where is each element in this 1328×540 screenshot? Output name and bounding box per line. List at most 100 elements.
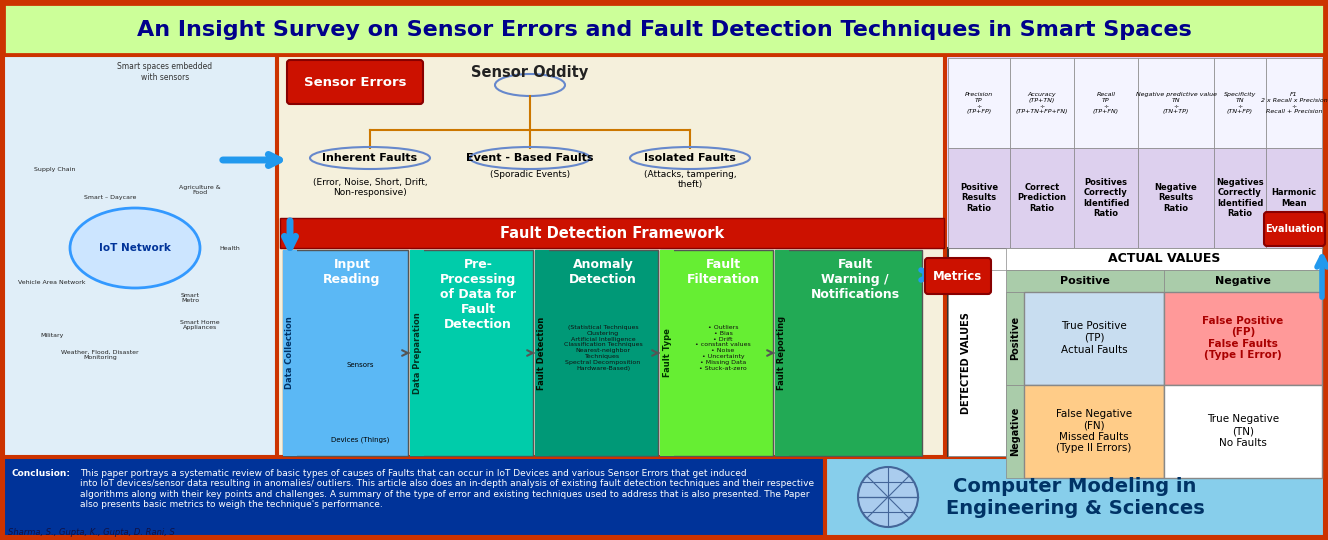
Text: Negative predictive value
TN
÷
(TN+TP): Negative predictive value TN ÷ (TN+TP) (1135, 92, 1216, 114)
Text: Harmonic
Mean: Harmonic Mean (1271, 188, 1316, 208)
FancyBboxPatch shape (287, 60, 424, 104)
Text: Data Preparation: Data Preparation (413, 312, 421, 394)
Text: Health: Health (219, 246, 240, 251)
Text: True Positive
(TP)
Actual Faults: True Positive (TP) Actual Faults (1061, 321, 1127, 355)
Text: Fault Type: Fault Type (663, 328, 672, 377)
Bar (776, 250, 922, 456)
FancyBboxPatch shape (926, 258, 991, 294)
Bar (1011, 148, 1074, 248)
Text: Fault
Warning /
Notifications: Fault Warning / Notifications (810, 258, 899, 301)
Bar (660, 250, 773, 456)
Text: False Negative
(FN)
Missed Faults
(Type II Errors): False Negative (FN) Missed Faults (Type … (1056, 409, 1131, 454)
Text: Positive: Positive (1011, 316, 1020, 360)
Bar (535, 250, 548, 456)
Text: IoT Network: IoT Network (100, 243, 171, 253)
Bar (1074, 148, 1138, 248)
Text: Positive: Positive (1060, 276, 1110, 286)
Bar (1011, 58, 1074, 148)
Text: Sensor Errors: Sensor Errors (304, 76, 406, 89)
Text: Smart spaces embedded
with sensors: Smart spaces embedded with sensors (117, 62, 212, 82)
Bar (283, 250, 297, 456)
Text: Pre-
Processing
of Data for
Fault
Detection: Pre- Processing of Data for Fault Detect… (440, 258, 517, 331)
Text: Devices (Things): Devices (Things) (331, 437, 389, 443)
Text: Metrics: Metrics (934, 269, 983, 282)
Text: F1
2 x Recall x Precision
÷
Recall + Precision: F1 2 x Recall x Precision ÷ Recall + Pre… (1260, 92, 1328, 114)
Text: Accuracy
(TP+TN)
÷
(TP+TN+FP+FN): Accuracy (TP+TN) ÷ (TP+TN+FP+FN) (1016, 92, 1068, 114)
Text: Sensor Oddity: Sensor Oddity (471, 65, 588, 80)
Text: (Error, Noise, Short, Drift,
Non-responsive): (Error, Noise, Short, Drift, Non-respons… (312, 178, 428, 198)
Bar (946, 56, 1324, 456)
Bar (1266, 58, 1321, 148)
Text: Fault
Filteration: Fault Filteration (687, 258, 760, 286)
Bar (535, 250, 657, 456)
Bar (1024, 385, 1165, 478)
Text: Fault Detection Framework: Fault Detection Framework (499, 226, 724, 240)
Bar (410, 250, 424, 456)
Bar (280, 218, 944, 248)
Text: Recall
TP
÷
(TP+FN): Recall TP ÷ (TP+FN) (1093, 92, 1120, 114)
Text: True Negative
(TN)
No Faults: True Negative (TN) No Faults (1207, 414, 1279, 448)
Bar (1165, 270, 1321, 292)
Text: Sensors: Sensors (347, 362, 373, 368)
Text: ACTUAL VALUES: ACTUAL VALUES (1108, 253, 1220, 266)
Text: This paper portrays a systematic review of basic types of causes of Faults that : This paper portrays a systematic review … (80, 469, 814, 509)
Text: (Attacks, tampering,
theft): (Attacks, tampering, theft) (644, 170, 736, 190)
Text: Negative: Negative (1011, 406, 1020, 456)
Text: Negative
Results
Ratio: Negative Results Ratio (1154, 183, 1198, 213)
Text: Isolated Faults: Isolated Faults (644, 153, 736, 163)
Bar (1266, 148, 1321, 248)
Bar (1007, 385, 1024, 478)
Text: Positives
Correctly
Identified
Ratio: Positives Correctly Identified Ratio (1082, 178, 1129, 218)
Text: Negatives
Correctly
Identified
Ratio: Negatives Correctly Identified Ratio (1216, 178, 1264, 218)
Bar (1007, 270, 1165, 292)
Bar (1165, 292, 1321, 385)
FancyBboxPatch shape (1264, 212, 1325, 246)
Circle shape (858, 467, 918, 527)
Bar (1024, 292, 1165, 385)
Bar (826, 458, 1324, 536)
Text: (Sporadic Events): (Sporadic Events) (490, 170, 570, 179)
Text: Smart
Metro: Smart Metro (181, 293, 199, 303)
Bar (948, 58, 1011, 148)
Bar (660, 250, 675, 456)
Bar (4, 4, 1324, 54)
Bar (1214, 58, 1266, 148)
Bar (776, 250, 789, 456)
Text: An Insight Survey on Sensor Errors and Fault Detection Techniques in Smart Space: An Insight Survey on Sensor Errors and F… (137, 20, 1191, 40)
Text: Smart – Daycare: Smart – Daycare (84, 195, 137, 200)
Text: (Statistical Techniques
Clustering
Artificial Intelligence
Classification Techni: (Statistical Techniques Clustering Artif… (563, 325, 643, 370)
Text: Event - Based Faults: Event - Based Faults (466, 153, 594, 163)
Text: Precision
TP
÷
(TP+FP): Precision TP ÷ (TP+FP) (965, 92, 993, 114)
Text: False Positive
(FP)
False Faults
(Type I Error): False Positive (FP) False Faults (Type I… (1202, 315, 1284, 360)
Text: Computer Modeling in
Engineering & Sciences: Computer Modeling in Engineering & Scien… (946, 476, 1204, 517)
Bar (948, 58, 1321, 148)
Bar (1138, 148, 1214, 248)
Bar (1138, 58, 1214, 148)
Bar (948, 148, 1321, 248)
Text: Specificity
TN
÷
(TN+FP): Specificity TN ÷ (TN+FP) (1224, 92, 1256, 114)
Bar (283, 250, 408, 456)
Bar (1214, 148, 1266, 248)
Text: Military: Military (40, 333, 64, 338)
Text: • Outliers
• Bias
• Drift
• constant values
• Noise
• Uncertainty
• Missing Data: • Outliers • Bias • Drift • constant val… (695, 325, 750, 370)
Bar (410, 250, 533, 456)
Text: Conclusion:: Conclusion: (12, 469, 70, 478)
Bar (948, 270, 1007, 456)
Text: Data Collection: Data Collection (286, 316, 295, 389)
Text: Sharma, S., Gupta, K., Gupta, D. Rani, S: Sharma, S., Gupta, K., Gupta, D. Rani, S (8, 528, 175, 537)
Text: Anomaly
Detection: Anomaly Detection (570, 258, 637, 286)
Text: Positive
Results
Ratio: Positive Results Ratio (960, 183, 999, 213)
Text: Correct
Prediction
Ratio: Correct Prediction Ratio (1017, 183, 1066, 213)
Bar (948, 148, 1011, 248)
Text: Inherent Faults: Inherent Faults (323, 153, 417, 163)
Bar (4, 458, 823, 536)
Bar (1074, 58, 1138, 148)
Bar (1007, 292, 1024, 385)
Text: Negative: Negative (1215, 276, 1271, 286)
Text: Vehicle Area Network: Vehicle Area Network (19, 280, 86, 285)
Text: Fault Reporting: Fault Reporting (777, 316, 786, 390)
Bar (1007, 248, 1321, 270)
Text: Smart Home
Appliances: Smart Home Appliances (181, 320, 220, 330)
Bar (278, 56, 944, 456)
Text: Evaluation: Evaluation (1264, 224, 1323, 234)
